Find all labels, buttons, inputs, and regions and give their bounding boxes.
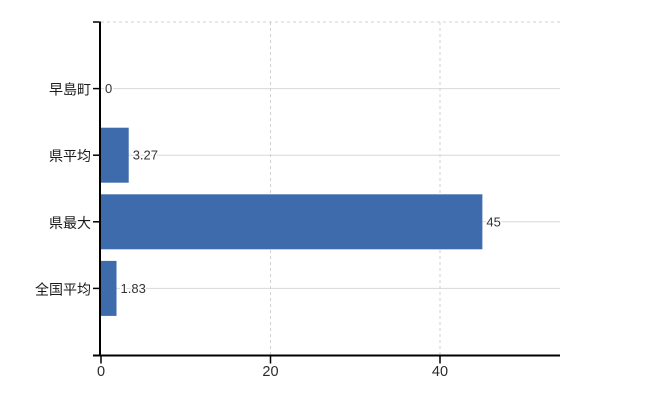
category-label: 早島町	[49, 82, 91, 98]
bar-value-label: 1.83	[121, 281, 146, 296]
x-tick-label: 0	[97, 364, 105, 380]
bar	[101, 194, 483, 250]
bar-value-label: 0	[105, 81, 112, 96]
bar-value-label: 45	[486, 214, 500, 229]
category-label: 県平均	[49, 148, 91, 164]
category-label: 県最大	[49, 215, 91, 231]
bar	[101, 260, 117, 316]
category-label: 全国平均	[35, 281, 91, 297]
bar-value-label: 3.27	[133, 148, 158, 163]
x-tick-label: 40	[432, 364, 448, 380]
bar	[101, 127, 129, 183]
x-tick-label: 20	[262, 364, 278, 380]
